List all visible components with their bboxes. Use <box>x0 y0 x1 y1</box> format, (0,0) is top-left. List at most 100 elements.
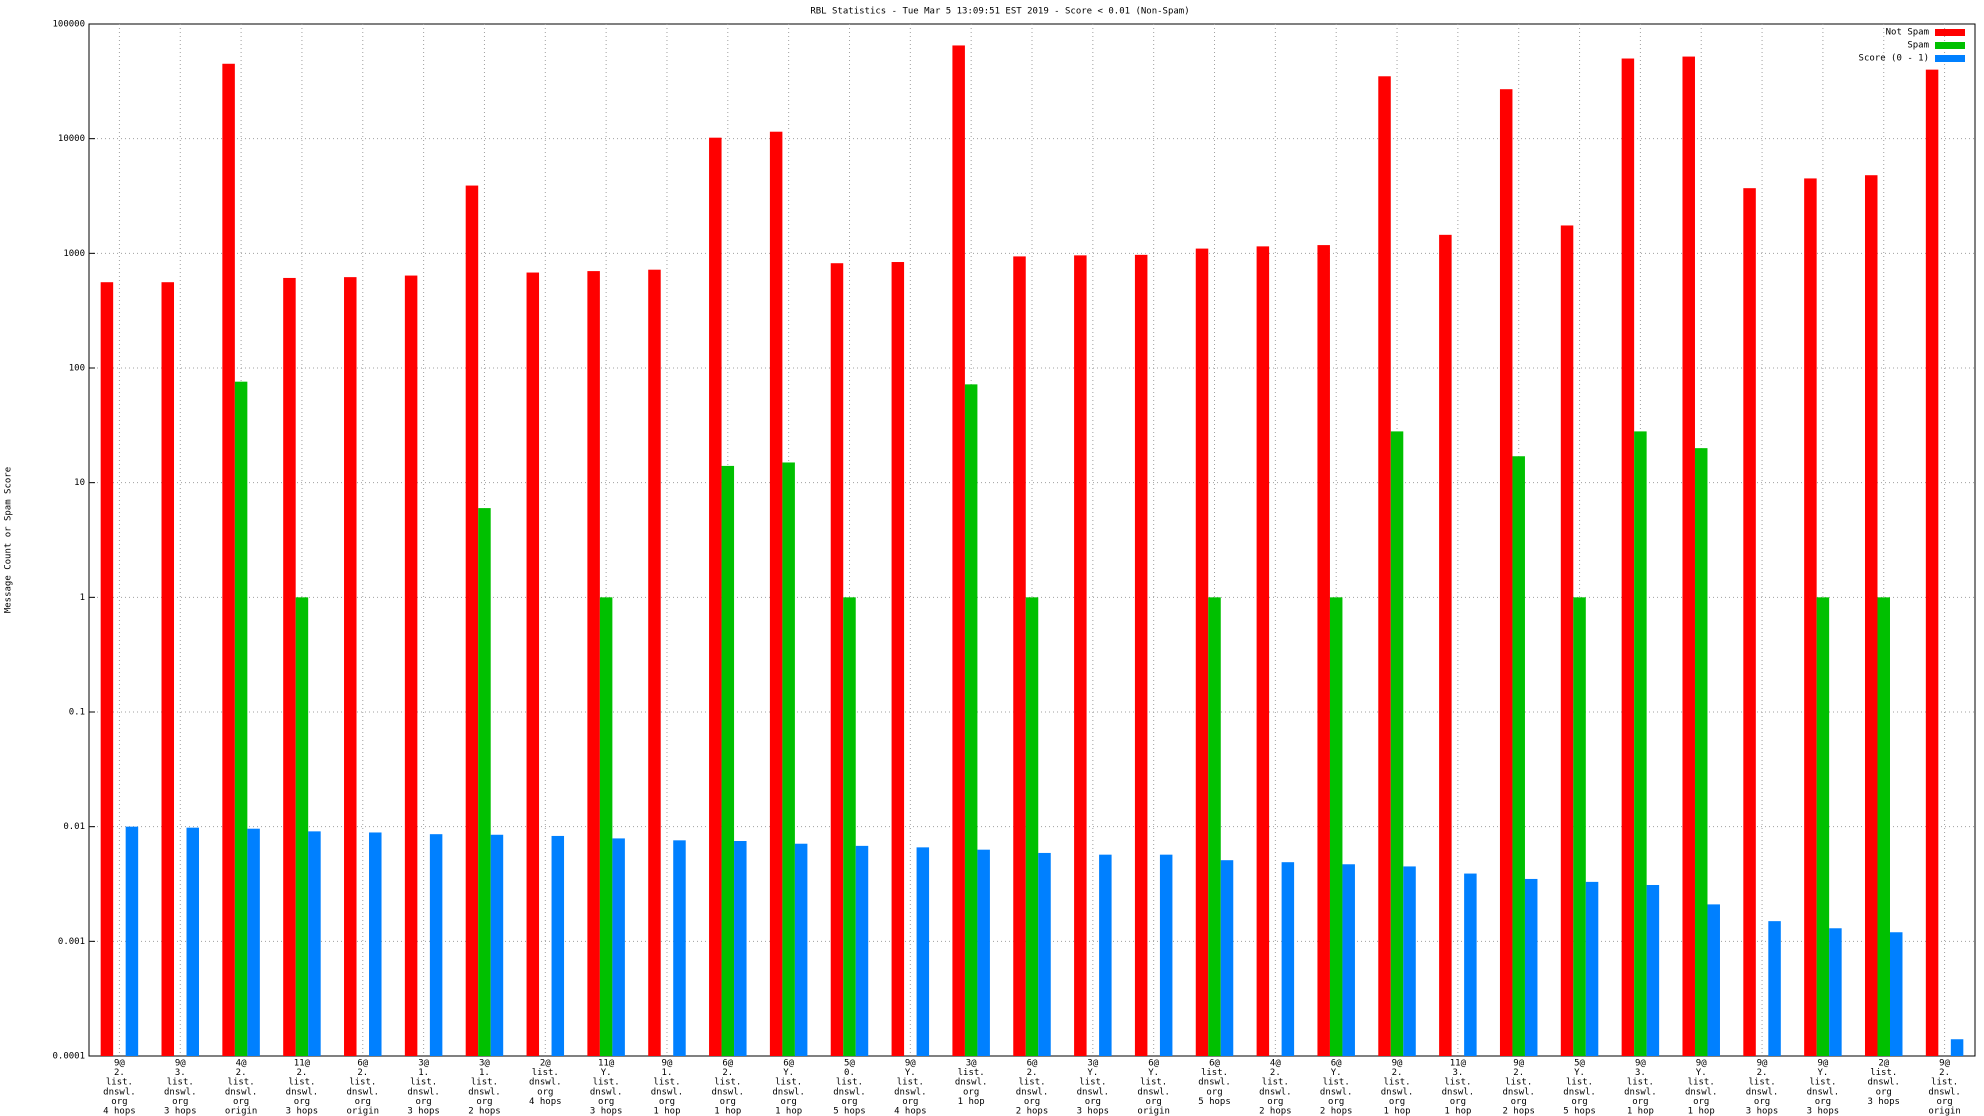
bar <box>769 131 783 1056</box>
x-tick-label: list. <box>897 1078 924 1088</box>
bar <box>1464 873 1477 1056</box>
x-tick-label: list. <box>775 1078 802 1088</box>
x-tick-label: org <box>233 1097 249 1107</box>
x-tick-label: org <box>355 1097 371 1107</box>
x-tick-label: 9@ <box>1696 1059 1707 1069</box>
x-tick-label: list. <box>1323 1078 1350 1088</box>
x-tick-label: dnswl. <box>1442 1087 1475 1097</box>
y-tick-label: 0.0001 <box>52 1052 85 1062</box>
x-tick-label: org <box>1571 1097 1587 1107</box>
x-tick-label: list. <box>1566 1078 1593 1088</box>
x-tick-label: 1 hop <box>1383 1107 1410 1116</box>
x-tick-label: Y. <box>1574 1068 1585 1078</box>
bar <box>404 275 418 1056</box>
x-tick-label: dnswl. <box>955 1078 988 1088</box>
x-tick-label: 2. <box>297 1068 308 1078</box>
x-tick-label: dnswl. <box>103 1087 136 1097</box>
x-tick-label: 4 hops <box>103 1107 136 1116</box>
bar <box>648 269 661 1057</box>
bar <box>587 271 600 1056</box>
x-tick-label: org <box>902 1097 918 1107</box>
bar <box>1682 56 1695 1057</box>
x-tick-label: 1 hop <box>714 1107 741 1116</box>
bar <box>1256 246 1270 1057</box>
x-tick-label: org <box>1267 1097 1283 1107</box>
bar <box>551 835 565 1056</box>
x-tick-label: list. <box>532 1068 559 1078</box>
x-tick-label: 4 hops <box>894 1107 927 1116</box>
x-tick-label: org <box>1876 1087 1892 1097</box>
x-tick-label: dnswl. <box>164 1087 197 1097</box>
bar <box>1694 448 1708 1056</box>
x-tick-label: 9@ <box>114 1059 125 1069</box>
x-tick-label: org <box>1936 1097 1952 1107</box>
x-tick-label: dnswl. <box>1928 1087 1961 1097</box>
x-tick-label: 2 hops <box>1502 1107 1535 1116</box>
x-tick-label: org <box>841 1097 857 1107</box>
legend-label: Score (0 - 1) <box>1859 54 1929 64</box>
x-tick-label: 1 hop <box>1688 1107 1715 1116</box>
chart-title: RBL Statistics - Tue Mar 5 13:09:51 EST … <box>810 7 1189 17</box>
bar <box>830 263 844 1056</box>
x-tick-label: 4@ <box>236 1059 247 1069</box>
x-tick-label: 5 hops <box>833 1107 866 1116</box>
x-tick-label: org <box>1328 1097 1344 1107</box>
x-tick-label: dnswl. <box>833 1087 866 1097</box>
bar <box>1208 597 1221 1056</box>
x-tick-label: dnswl. <box>651 1087 684 1097</box>
bar <box>1634 431 1647 1056</box>
x-tick-label: dnswl. <box>1563 1087 1596 1097</box>
bar <box>1013 256 1026 1056</box>
x-tick-label: dnswl. <box>712 1087 745 1097</box>
bar <box>916 847 930 1056</box>
bar <box>964 384 978 1056</box>
bar <box>526 272 540 1057</box>
x-tick-label: 2 hops <box>468 1107 501 1116</box>
x-tick-label: list. <box>1688 1078 1715 1088</box>
x-tick-label: 1 hop <box>775 1107 802 1116</box>
x-tick-label: 6@ <box>357 1059 368 1069</box>
x-tick-label: list. <box>1444 1078 1471 1088</box>
bar <box>308 831 321 1056</box>
x-tick-label: org <box>172 1097 188 1107</box>
y-tick-label: 100000 <box>52 20 85 30</box>
x-tick-label: org <box>1085 1097 1101 1107</box>
bar <box>478 508 491 1056</box>
bar <box>247 828 260 1056</box>
x-tick-label: 3 hops <box>590 1107 623 1116</box>
x-tick-label: Y. <box>1331 1068 1342 1078</box>
x-tick-label: origin <box>1928 1107 1961 1116</box>
x-tick-label: 2. <box>722 1068 733 1078</box>
x-tick-label: 6@ <box>783 1059 794 1069</box>
bar <box>1621 58 1635 1056</box>
x-tick-label: 9@ <box>175 1059 186 1069</box>
x-tick-label: org <box>1511 1097 1527 1107</box>
x-tick-label: dnswl. <box>1502 1087 1535 1097</box>
x-tick-label: 3@ <box>966 1059 977 1069</box>
x-tick-label: 0. <box>844 1068 855 1078</box>
x-tick-label: list. <box>836 1078 863 1088</box>
x-tick-label: org <box>963 1087 979 1097</box>
x-tick-label: 9@ <box>905 1059 916 1069</box>
bar <box>1195 248 1209 1056</box>
x-tick-label: 5@ <box>844 1059 855 1069</box>
x-tick-label: Y. <box>1817 1068 1828 1078</box>
bar <box>1877 597 1890 1056</box>
bar <box>952 45 965 1057</box>
x-tick-label: org <box>1693 1097 1709 1107</box>
x-tick-label: list. <box>958 1068 985 1078</box>
bar <box>891 262 905 1056</box>
x-tick-label: org <box>598 1097 614 1107</box>
x-tick-label: list. <box>1627 1078 1654 1088</box>
x-tick-label: 6@ <box>1027 1059 1038 1069</box>
x-tick-label: 4@ <box>1270 1059 1281 1069</box>
bar <box>782 462 795 1057</box>
x-tick-label: 9@ <box>1757 1059 1768 1069</box>
x-tick-label: 9@ <box>1817 1059 1828 1069</box>
bar <box>429 834 443 1056</box>
x-tick-label: 3. <box>175 1068 186 1078</box>
x-tick-label: 9@ <box>1635 1059 1646 1069</box>
x-tick-label: org <box>294 1097 310 1107</box>
bar <box>369 832 382 1056</box>
